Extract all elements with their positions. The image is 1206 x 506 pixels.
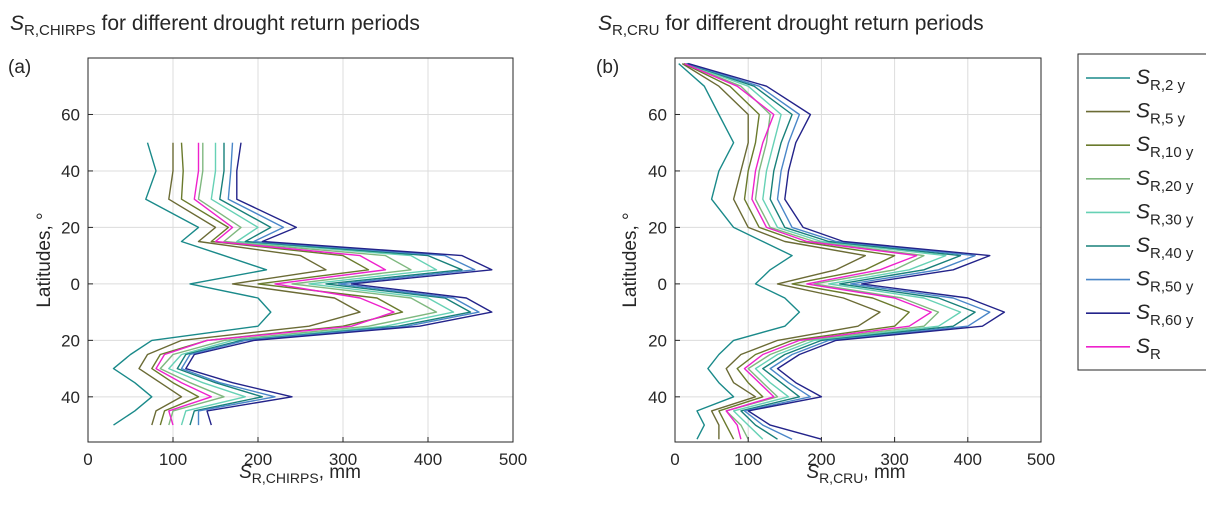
panel-b-chart: SR,CRU for different drought return peri… (596, 12, 1055, 486)
panel-b-series-line (683, 62, 910, 440)
panel-b-y-tick-label: 0 (658, 275, 667, 294)
panel-b-x-tick-label: 0 (670, 450, 679, 469)
legend: SR,2 y SR,5 y SR,10 y SR,20 y SR,30 y SR,40 y… (1077, 53, 1206, 371)
panel-a-x-tick-label: 500 (499, 450, 527, 469)
legend-label: SR,10 y (1136, 133, 1194, 161)
panel-a-x-tick-label: 100 (159, 450, 187, 469)
panel-a-x-tick-label: 0 (83, 450, 92, 469)
panel-a-series-line (112, 142, 272, 426)
panel-a-y-tick-label: 40 (61, 388, 80, 407)
panel-a-x-tick-label: 200 (244, 450, 272, 469)
legend-label: SR,50 y (1136, 268, 1194, 296)
panel-a-series-line (168, 142, 455, 426)
panel-a-y-axis-label: Latitudes, ° (34, 212, 55, 307)
panel-a-y-tick-label: 20 (61, 218, 80, 237)
panel-b-series-line (684, 62, 932, 440)
panel-b-series-line (687, 62, 991, 440)
panel-b-x-tick-label: 100 (734, 450, 762, 469)
panel-b-axes-frame (674, 57, 1042, 443)
panel-b-y-tick-label: 40 (648, 388, 667, 407)
panel-a-x-tick-label: 300 (329, 450, 357, 469)
panel-a-y-tick-label: 60 (61, 105, 80, 124)
panel-a-series-line (151, 142, 404, 426)
legend-label: SR (1136, 335, 1161, 363)
panel-b-y-tick-label: 20 (648, 331, 667, 350)
legend-label: SR,30 y (1136, 200, 1194, 228)
legend-label: SR,40 y (1136, 234, 1194, 262)
panel-a-series-line (176, 142, 472, 426)
legend-label: SR,5 y (1136, 100, 1186, 128)
panel-b-x-axis-label: SR,CRU, mm (806, 462, 905, 486)
panel-b-series-line (685, 62, 962, 440)
panel-a-series-line (138, 142, 361, 426)
panel-b-series-line (681, 63, 881, 440)
panel-a-y-tick-label: 0 (71, 275, 80, 294)
legend-label: SR,20 y (1136, 167, 1194, 195)
legend-label: SR,2 y (1136, 66, 1186, 94)
panel-b-series-line (688, 62, 1006, 440)
panel-b-title: SR,CRU for different drought return peri… (598, 12, 984, 39)
panel-a-y-tick-label: 40 (61, 162, 80, 181)
panel-a-axes-frame (87, 57, 514, 443)
panel-b-x-tick-label: 500 (1027, 450, 1055, 469)
panel-a-y-tick-label: 20 (61, 331, 80, 350)
legend-label: SR,60 y (1136, 301, 1194, 329)
panel-a-title: SR,CHIRPS for different drought return p… (10, 12, 420, 39)
panel-b-y-tick-label: 20 (648, 218, 667, 237)
panel-a-label: (a) (8, 57, 31, 78)
panel-b-series-line (684, 62, 940, 440)
panel-a-chart: SR,CHIRPS for different drought return p… (8, 12, 527, 486)
panel-a-series-line (185, 142, 493, 426)
panel-a-series-line (180, 142, 480, 426)
panel-b-x-tick-label: 300 (880, 450, 908, 469)
panel-b-label: (b) (596, 57, 619, 78)
panel-b-y-axis-label: Latitudes, ° (620, 212, 641, 307)
panel-a-x-tick-label: 400 (414, 450, 442, 469)
panel-b-y-tick-label: 40 (648, 162, 667, 181)
panel-a-x-axis-label: SR,CHIRPS, mm (239, 462, 361, 486)
panel-b-series-line (686, 62, 976, 440)
panel-b-x-tick-label: 400 (954, 450, 982, 469)
panel-b-series-line (678, 63, 801, 440)
panel-a-series-line (155, 142, 395, 426)
panel-b-y-tick-label: 60 (648, 105, 667, 124)
panel-b-x-tick-label: 200 (807, 450, 835, 469)
panel-a-series-line (159, 142, 438, 426)
